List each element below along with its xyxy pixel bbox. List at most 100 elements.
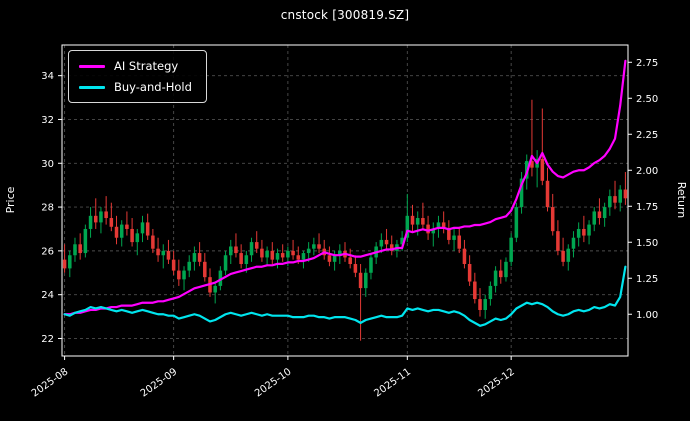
candle [447, 220, 451, 245]
candle [473, 272, 477, 304]
candle [151, 228, 155, 254]
candle [488, 281, 493, 306]
candle [561, 237, 565, 267]
candle [587, 220, 591, 245]
candle [410, 204, 415, 232]
candle [602, 202, 607, 227]
candle [312, 237, 316, 256]
candle [535, 150, 539, 188]
candle [73, 237, 77, 262]
candle [550, 193, 555, 236]
x-tick-label: 2025-09 [139, 366, 180, 399]
candle [145, 213, 150, 240]
candle [389, 235, 394, 256]
candle [104, 196, 108, 225]
candle [493, 266, 498, 293]
candle [187, 255, 191, 278]
candle [540, 108, 545, 186]
candle [317, 233, 321, 254]
x-tick-label: 2025-10 [253, 366, 294, 399]
return-tick-label: 2.00 [636, 166, 658, 177]
candle [130, 218, 134, 247]
candle [566, 244, 571, 271]
price-tick-label: 34 [41, 71, 54, 82]
candle [140, 215, 145, 243]
candle [182, 266, 186, 291]
candle [291, 239, 295, 260]
candle [608, 189, 612, 216]
plot-spine [61, 44, 629, 357]
candle [93, 198, 98, 229]
candle [229, 239, 233, 265]
candle [135, 228, 140, 256]
candle [114, 215, 119, 245]
candle [452, 228, 456, 251]
return-tick-label: 2.25 [636, 130, 658, 141]
candle [556, 220, 560, 256]
candle [177, 259, 181, 286]
return-tick-label: 1.50 [636, 238, 658, 249]
candle [384, 228, 389, 249]
candle [203, 253, 207, 282]
price-tick-label: 26 [41, 246, 54, 257]
candle [613, 180, 617, 210]
candle [254, 231, 259, 254]
return-tick-label: 2.50 [636, 94, 658, 105]
legend-item-ai-strategy: AI Strategy [79, 59, 192, 73]
candle [239, 244, 243, 269]
candle [592, 207, 597, 232]
candle [161, 244, 166, 269]
candle [280, 244, 285, 262]
candle [62, 244, 67, 273]
candle [618, 185, 622, 212]
candle [275, 248, 280, 269]
candle [545, 167, 550, 212]
return-tick-label: 1.75 [636, 202, 658, 213]
candle [467, 255, 472, 286]
candle [514, 202, 519, 243]
candle [171, 250, 176, 275]
candle [327, 246, 332, 267]
candle [421, 202, 425, 229]
candle [597, 198, 602, 225]
candle [519, 172, 524, 214]
return-tick-label: 2.75 [636, 58, 658, 69]
candle [322, 239, 326, 260]
candle [223, 250, 228, 275]
candle [68, 250, 72, 278]
candle [509, 233, 513, 267]
candle [499, 259, 503, 284]
legend-swatch-ai-strategy [79, 64, 105, 68]
candle [301, 250, 306, 269]
y-axis-label-return: Return [675, 182, 688, 219]
candle [457, 226, 461, 254]
candle [504, 257, 508, 282]
candle [156, 237, 160, 262]
candle [364, 268, 368, 297]
candle [441, 211, 446, 234]
price-tick-label: 24 [41, 290, 54, 301]
candle [478, 288, 482, 317]
candle [462, 239, 467, 269]
candle [260, 239, 264, 262]
candle [218, 266, 223, 291]
candle [530, 99, 534, 177]
chart-title: cnstock [300819.SZ] [280, 8, 410, 22]
candle [119, 220, 124, 247]
candle [571, 231, 576, 258]
axis-ticks [58, 61, 632, 360]
candle [343, 242, 347, 262]
candle [249, 237, 254, 262]
price-tick-label: 32 [41, 115, 54, 126]
candle [358, 264, 363, 341]
candle [109, 202, 114, 232]
candle [369, 253, 373, 280]
legend-label-ai-strategy: AI Strategy [114, 59, 179, 73]
candle [348, 248, 352, 269]
candle [83, 224, 88, 258]
x-tick-label: 2025-12 [476, 366, 517, 399]
candle [99, 207, 103, 234]
candle [353, 255, 358, 278]
